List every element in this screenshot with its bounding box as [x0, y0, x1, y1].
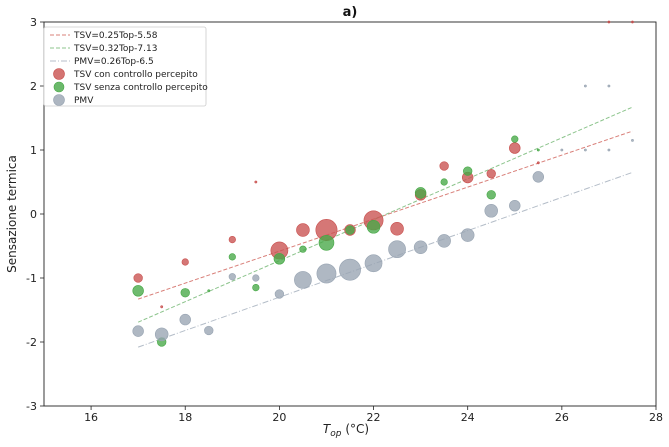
legend-marker-tsv-senza	[53, 81, 65, 93]
pmv-point	[460, 228, 475, 242]
tsv-controllo-point	[631, 20, 634, 24]
tsv-senza-point	[228, 253, 236, 261]
tsv-senza-point	[252, 284, 260, 292]
pmv-point	[607, 148, 611, 152]
tsv-senza-point	[463, 166, 473, 176]
tsv-senza-point	[180, 288, 190, 298]
x-tick-label: 26	[555, 411, 569, 424]
pmv-point	[339, 258, 361, 281]
tsv-controllo-point	[228, 236, 236, 244]
tsv-senza-point	[299, 245, 307, 253]
tsv-senza-point	[511, 135, 519, 143]
legend-label-tsv-controllo: TSV con controllo percepito	[73, 70, 198, 80]
pmv-point	[364, 254, 383, 273]
regression-line-3	[137, 171, 633, 348]
y-tick-label: -1	[26, 272, 37, 285]
regression-line-1	[137, 130, 633, 300]
y-tick-label: -2	[26, 336, 37, 349]
y-axis-label: Sensazione termica	[5, 155, 19, 273]
legend-marker-pmv	[53, 94, 65, 106]
tsv-senza-point	[440, 178, 448, 186]
legend-label-pmv-fit: PMV=0.26Top-6.5	[74, 57, 154, 67]
tsv-controllo-point	[254, 180, 258, 184]
tsv-senza-point	[273, 253, 286, 265]
pmv-point	[560, 148, 564, 152]
x-axis-label: Top (°C)	[323, 422, 369, 439]
y-tick-label: 3	[30, 16, 37, 29]
legend-label-tsv-senza: TSV senza controllo percepito	[73, 83, 208, 93]
x-axis-label-main: T	[323, 422, 332, 436]
x-tick-label: 28	[649, 411, 663, 424]
pmv-point	[607, 84, 611, 88]
pmv-point	[437, 234, 451, 248]
x-axis-label-unit: (°C)	[342, 422, 370, 436]
tsv-senza-point	[132, 285, 144, 297]
tsv-senza-point	[207, 289, 211, 293]
x-axis-label-sub: op	[330, 429, 342, 439]
pmv-point	[179, 313, 191, 326]
scatter-points	[132, 20, 634, 347]
legend-label-tsv-controllo-fit: TSV=0.25Top-5.58	[73, 31, 158, 41]
pmv-point	[274, 289, 285, 299]
pmv-point	[509, 199, 521, 212]
axis-ticks: 16 18 20 22 24 26 28 -3 -2 -1 0 1 2 3	[26, 16, 663, 424]
tsv-controllo-point	[133, 273, 143, 283]
tsv-controllo-point	[486, 169, 496, 179]
pmv-point	[413, 240, 428, 255]
pmv-point	[583, 84, 587, 88]
x-tick-label: 24	[461, 411, 475, 424]
pmv-point	[388, 240, 406, 259]
tsv-senza-point	[536, 148, 540, 152]
tsv-controllo-point	[536, 161, 540, 165]
pmv-point	[154, 327, 169, 342]
tsv-controllo-point	[160, 305, 164, 309]
y-tick-label: -3	[26, 400, 37, 413]
pmv-point	[228, 273, 236, 281]
tsv-senza-point	[318, 235, 335, 251]
pmv-point	[631, 138, 634, 142]
pmv-point	[252, 274, 260, 282]
x-tick-label: 18	[178, 411, 192, 424]
pmv-point	[204, 325, 214, 336]
tsv-controllo-point	[439, 161, 449, 171]
tsv-senza-point	[486, 190, 496, 200]
pmv-point	[532, 171, 545, 183]
pmv-point	[484, 204, 498, 218]
chart-title: a)	[343, 5, 358, 20]
tsv-controllo-point	[181, 258, 189, 266]
tsv-senza-point	[414, 187, 427, 199]
legend-label-pmv: PMV	[74, 96, 94, 106]
x-tick-label: 16	[84, 411, 98, 424]
tsv-senza-point	[366, 220, 381, 234]
pmv-point	[316, 263, 337, 284]
legend-box	[43, 26, 207, 107]
chart-legend: TSV=0.25Top-5.58 TSV=0.32Top-7.13 PMV=0.…	[43, 26, 208, 107]
y-tick-label: 0	[30, 208, 37, 221]
pmv-point	[583, 148, 587, 152]
legend-label-tsv-senza-fit: TSV=0.32Top-7.13	[73, 44, 157, 54]
pmv-point	[294, 271, 312, 289]
tsv-controllo-point	[390, 221, 404, 236]
tsv-controllo-point	[607, 20, 611, 24]
x-tick-label: 22	[367, 411, 381, 424]
tsv-controllo-point	[509, 142, 521, 154]
legend-marker-tsv-controllo	[53, 68, 65, 80]
pmv-point	[132, 325, 144, 337]
tsv-controllo-point	[296, 223, 310, 237]
x-tick-label: 20	[272, 411, 286, 424]
y-tick-label: 2	[30, 80, 37, 93]
regression-lines	[137, 106, 633, 348]
tsv-senza-point	[345, 225, 355, 235]
y-tick-label: 1	[30, 144, 37, 157]
